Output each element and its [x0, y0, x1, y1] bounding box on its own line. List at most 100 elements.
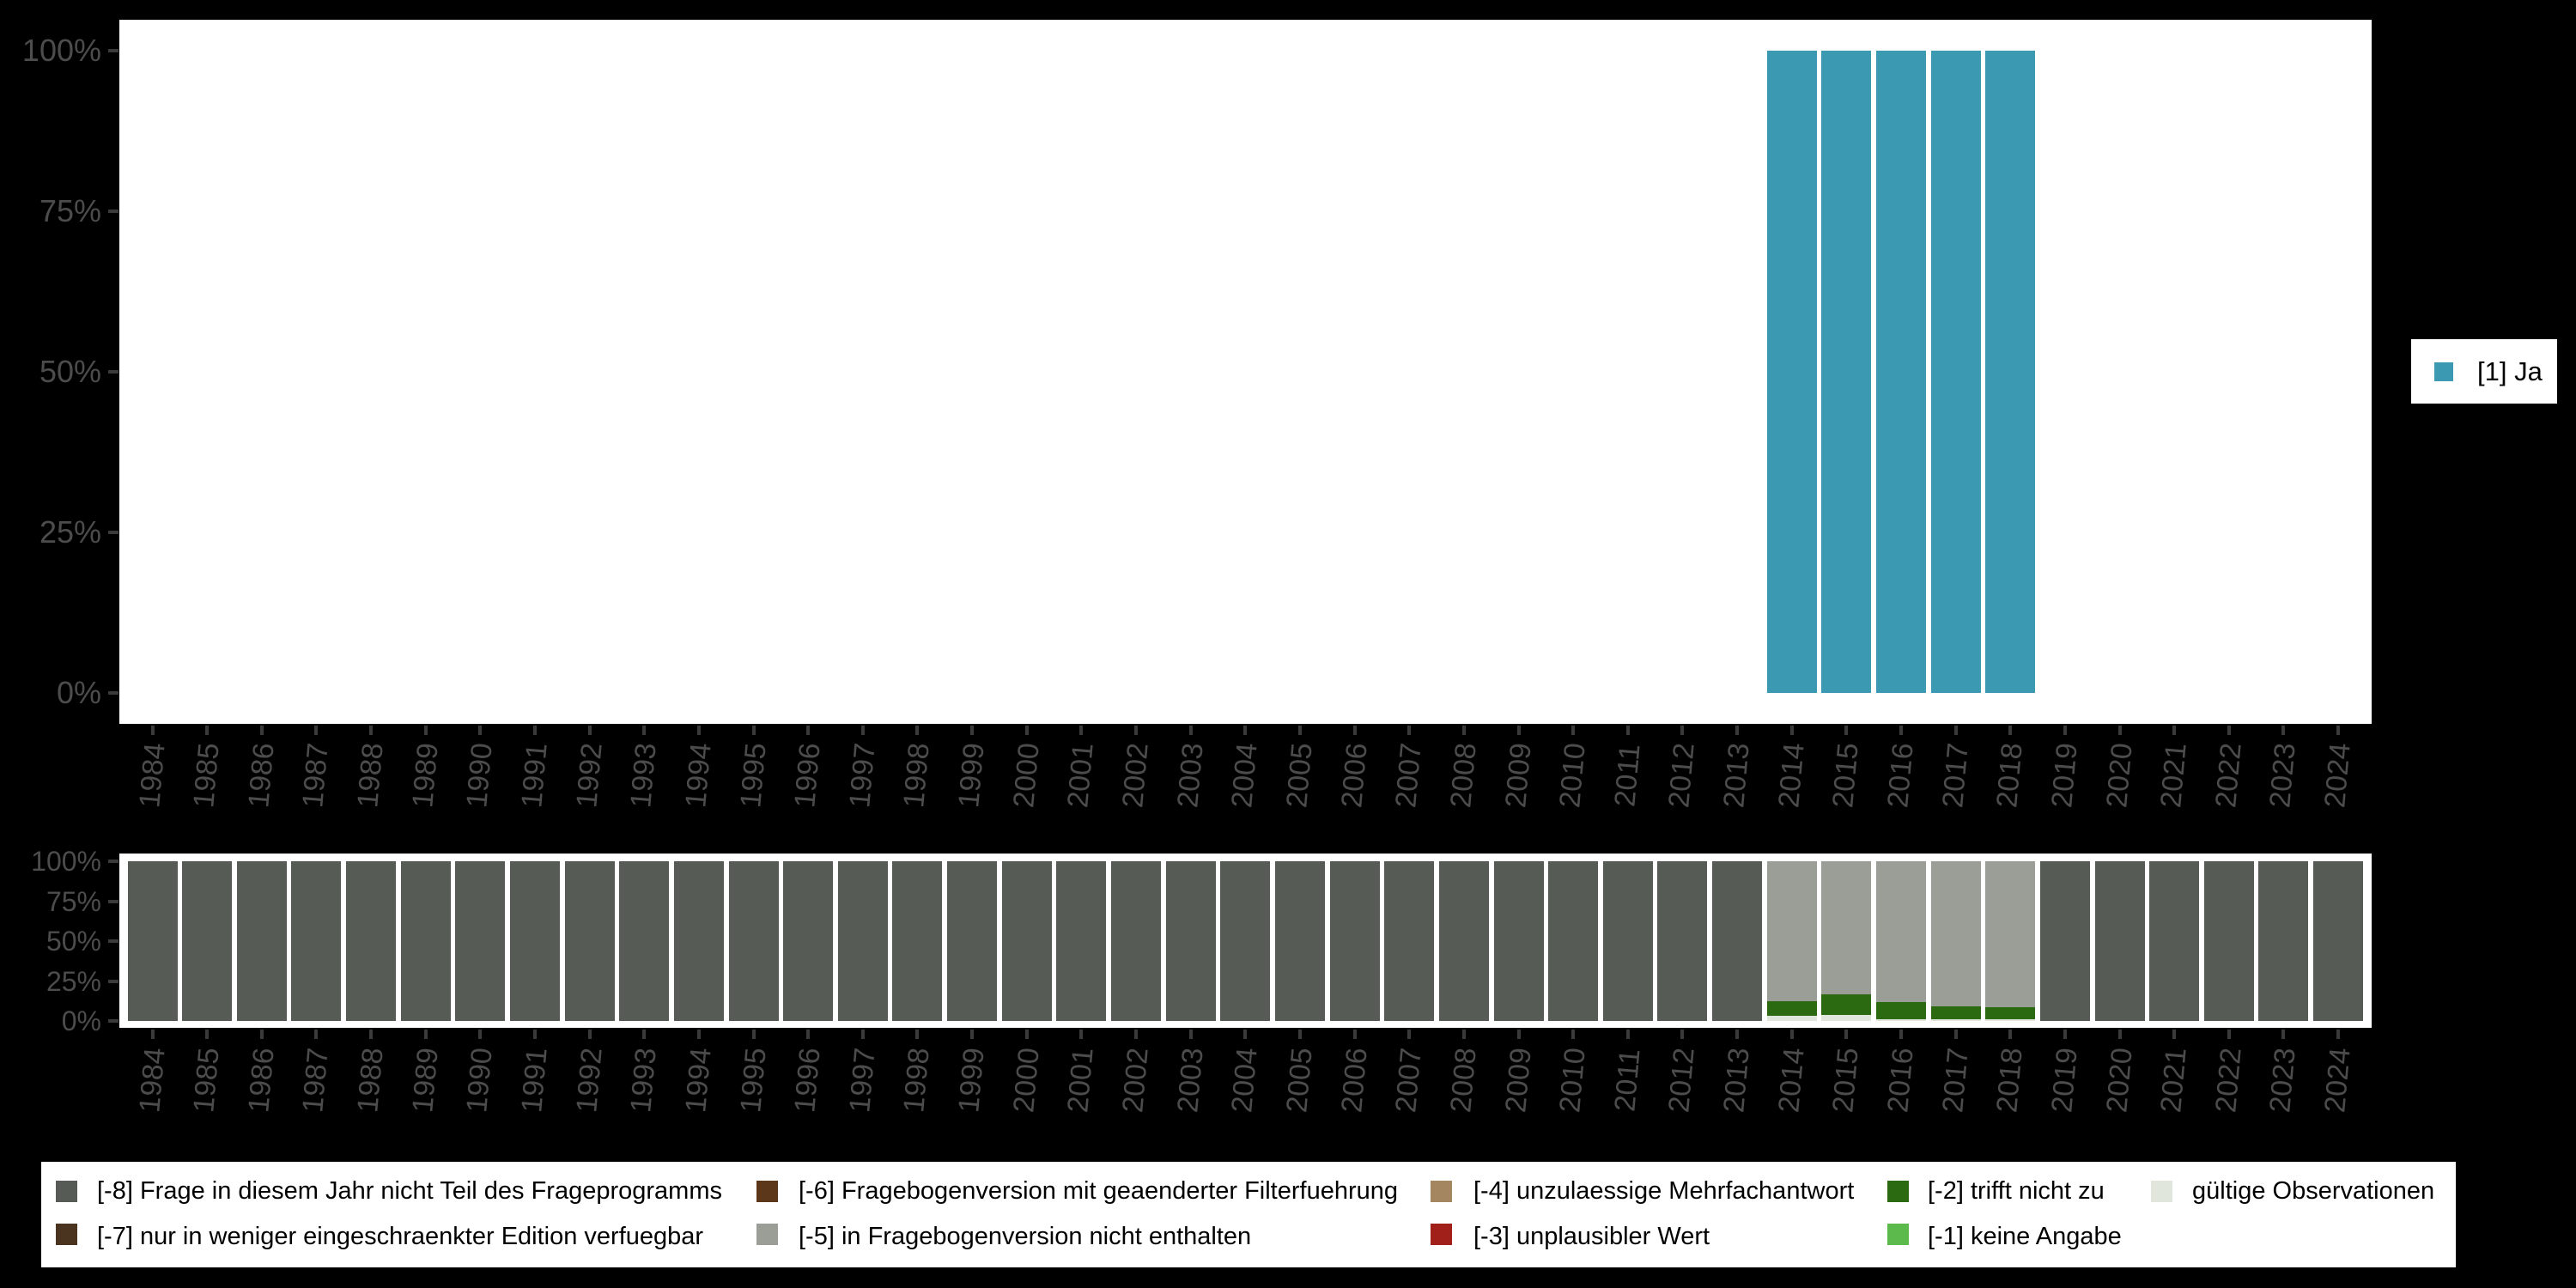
x-axis-tick-2004: [1243, 1030, 1248, 1039]
x-axis-label-2011: 2011: [1608, 1047, 1647, 1114]
bar-2017-m2: [1930, 1005, 1981, 1019]
x-axis-label-2023: 2023: [2263, 741, 2303, 810]
x-axis-tick-2008: [1461, 726, 1466, 735]
x-axis-label-1999: 1999: [952, 1046, 991, 1115]
x-axis-label-2012: 2012: [1662, 1046, 1702, 1115]
x-axis-tick-2012: [1680, 726, 1685, 735]
y-axis-tick-0: [108, 691, 118, 695]
x-axis-label-2024: 2024: [2318, 741, 2357, 810]
x-axis-tick-2001: [1079, 1030, 1084, 1039]
x-axis-label-2021: 2021: [2154, 741, 2193, 810]
bar-2017-valid: [1930, 1018, 1981, 1021]
x-axis-tick-1992: [587, 726, 592, 735]
bar-2018-m5: [1985, 861, 2036, 1007]
x-axis-label-1991: 1991: [515, 741, 554, 810]
bar-2019-m8: [2039, 861, 2090, 1021]
bar-2024-m8: [2313, 861, 2364, 1021]
bar-2010-m8: [1548, 861, 1599, 1021]
x-axis-label-1992: 1992: [569, 1046, 609, 1115]
bar-2016-valid: [1875, 1018, 1926, 1021]
bar-2018-m2: [1985, 1006, 2036, 1020]
x-axis-tick-1999: [970, 1030, 975, 1039]
x-axis-label-2005: 2005: [1280, 741, 1319, 810]
legend-label-ja: [1] Ja: [2477, 356, 2543, 386]
bar-1984-m8: [127, 861, 178, 1021]
missing-codes-legend: [-8] Frage in diesem Jahr nicht Teil des…: [41, 1162, 2456, 1267]
x-axis-tick-1987: [314, 726, 319, 735]
bar-2003-m8: [1165, 861, 1216, 1021]
x-axis-label-1996: 1996: [788, 741, 827, 810]
y-axis-label-100: 100%: [31, 846, 101, 877]
x-axis-label-2005: 2005: [1280, 1046, 1319, 1115]
x-axis-tick-2013: [1735, 726, 1740, 735]
x-axis-label-1993: 1993: [624, 1046, 663, 1115]
bar-1998-m8: [892, 861, 943, 1021]
x-axis-label-2015: 2015: [1826, 741, 1866, 810]
bar-2002-m8: [1111, 861, 1162, 1021]
x-axis-label-2024: 2024: [2318, 1046, 2357, 1115]
bar-2005-m8: [1274, 861, 1325, 1021]
x-axis-label-2010: 2010: [1553, 741, 1592, 810]
x-axis-tick-2000: [1024, 1030, 1029, 1039]
bar-2018-valid: [1985, 1019, 2036, 1021]
x-axis-tick-2017: [1953, 1030, 1958, 1039]
x-axis-label-1998: 1998: [897, 1046, 937, 1115]
bar-1992-m8: [564, 861, 615, 1021]
bar-2014-valid: [1766, 1016, 1817, 1021]
bar-2014-ja: [1766, 51, 1817, 693]
x-axis-label-1986: 1986: [242, 741, 281, 810]
legend-label-m8: [-8] Frage in diesem Jahr nicht Teil des…: [97, 1177, 722, 1205]
y-axis-tick-100: [108, 860, 118, 863]
x-axis-tick-1988: [369, 1030, 374, 1039]
legend-swatch-m1: [1887, 1224, 1909, 1245]
x-axis-tick-1996: [806, 1030, 811, 1039]
x-axis-tick-2004: [1243, 726, 1248, 735]
x-axis-tick-2007: [1407, 726, 1412, 735]
bar-2022-m8: [2203, 861, 2254, 1021]
x-axis-label-2021: 2021: [2154, 1046, 2193, 1115]
x-axis-tick-2015: [1844, 1030, 1849, 1039]
x-axis-tick-2019: [2063, 1030, 2067, 1039]
bar-1989-m8: [400, 861, 451, 1021]
x-axis-label-2019: 2019: [2045, 1046, 2084, 1115]
bar-2007-m8: [1384, 861, 1435, 1021]
x-axis-label-1995: 1995: [733, 741, 773, 810]
x-axis-label-2007: 2007: [1389, 1046, 1428, 1115]
y-axis-tick-0: [108, 1019, 118, 1023]
x-axis-label-1984: 1984: [132, 1046, 172, 1115]
x-axis-tick-2010: [1571, 726, 1576, 735]
x-axis-label-2002: 2002: [1116, 741, 1155, 810]
x-axis-tick-2008: [1461, 1030, 1466, 1039]
bar-2011-m8: [1602, 861, 1653, 1021]
bar-2014-m5: [1766, 861, 1817, 1001]
x-axis-tick-2009: [1516, 726, 1521, 735]
x-axis-tick-1998: [915, 1030, 920, 1039]
bar-2020-m8: [2094, 861, 2145, 1021]
x-axis-tick-1997: [860, 726, 865, 735]
x-axis-tick-2014: [1789, 726, 1794, 735]
x-axis-label-2001: 2001: [1061, 1046, 1101, 1115]
x-axis-tick-2009: [1516, 1030, 1521, 1039]
x-axis-tick-2003: [1188, 726, 1193, 735]
x-axis-tick-2005: [1297, 726, 1302, 735]
x-axis-label-2016: 2016: [1881, 1046, 1920, 1115]
x-axis-tick-2014: [1789, 1030, 1794, 1039]
x-axis-tick-1984: [150, 1030, 155, 1039]
x-axis-tick-2021: [2172, 1030, 2177, 1039]
x-axis-label-1997: 1997: [843, 741, 882, 810]
x-axis-label-2003: 2003: [1170, 1046, 1210, 1115]
bar-1985-m8: [182, 861, 233, 1021]
bar-2016-ja: [1875, 51, 1926, 693]
legend-label-m3: [-3] unplausibler Wert: [1473, 1223, 1710, 1250]
x-axis-label-1987: 1987: [296, 741, 336, 810]
bar-2017-m5: [1930, 861, 1981, 1006]
legend-swatch-m4: [1431, 1181, 1452, 1202]
x-axis-label-2016: 2016: [1881, 741, 1920, 810]
y-axis-label-50: 50%: [46, 926, 101, 957]
x-axis-tick-1988: [369, 726, 374, 735]
y-axis-tick-25: [108, 531, 118, 534]
x-axis-label-2010: 2010: [1553, 1046, 1592, 1115]
bar-2018-ja: [1985, 51, 2036, 693]
x-axis-tick-2002: [1134, 1030, 1139, 1039]
